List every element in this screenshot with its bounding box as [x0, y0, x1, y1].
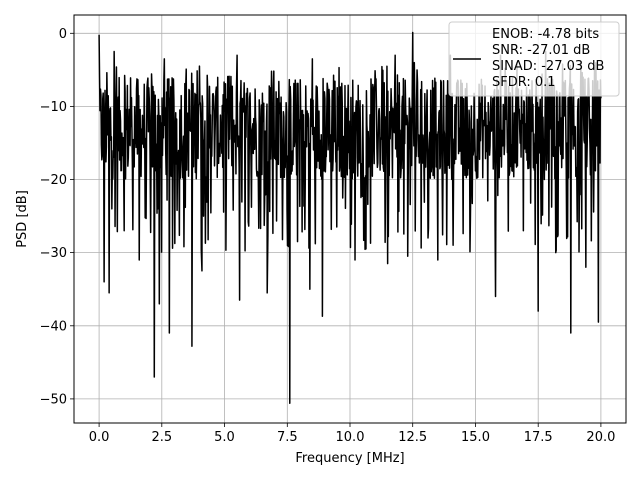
series-layer	[98, 31, 602, 405]
x-axis-label: Frequency [MHz]	[295, 451, 404, 466]
legend-box	[448, 21, 620, 97]
y-tick-label: −30	[40, 246, 67, 261]
x-tick-label: 12.5	[398, 430, 427, 445]
psd-series-line	[98, 31, 602, 405]
legend-line-sinad: SINAD: -27.03 dB	[492, 59, 604, 74]
x-tick-label: 0.0	[89, 430, 110, 445]
legend-line-snr: SNR: -27.01 dB	[492, 43, 590, 58]
x-tick-label: 5.0	[214, 430, 235, 445]
x-tick-label: 10.0	[336, 430, 365, 445]
x-tick-label: 20.0	[586, 430, 615, 445]
legend-line-sfdr: SFDR: 0.1	[492, 75, 556, 90]
y-axis-label: PSD [dB]	[15, 190, 30, 248]
x-tick-label: 17.5	[524, 430, 553, 445]
axis-ticks: 0.0 2.5 5.0 7.5 10.0 12.5 15.0 17.5 20.0 0 −10 −20 −…	[40, 27, 616, 445]
legend-line-enob: ENOB: -4.78 bits	[492, 27, 599, 42]
x-tick-label: 15.0	[461, 430, 490, 445]
y-tick-label: 0	[59, 27, 67, 42]
y-tick-label: −10	[40, 100, 67, 115]
y-tick-label: −40	[40, 319, 67, 334]
y-tick-label: −50	[40, 392, 67, 407]
y-tick-label: −20	[40, 173, 67, 188]
x-tick-label: 2.5	[151, 430, 172, 445]
legend: ENOB: -4.78 bits SNR: -27.01 dB SINAD: -…	[448, 21, 620, 97]
x-tick-label: 7.5	[277, 430, 298, 445]
